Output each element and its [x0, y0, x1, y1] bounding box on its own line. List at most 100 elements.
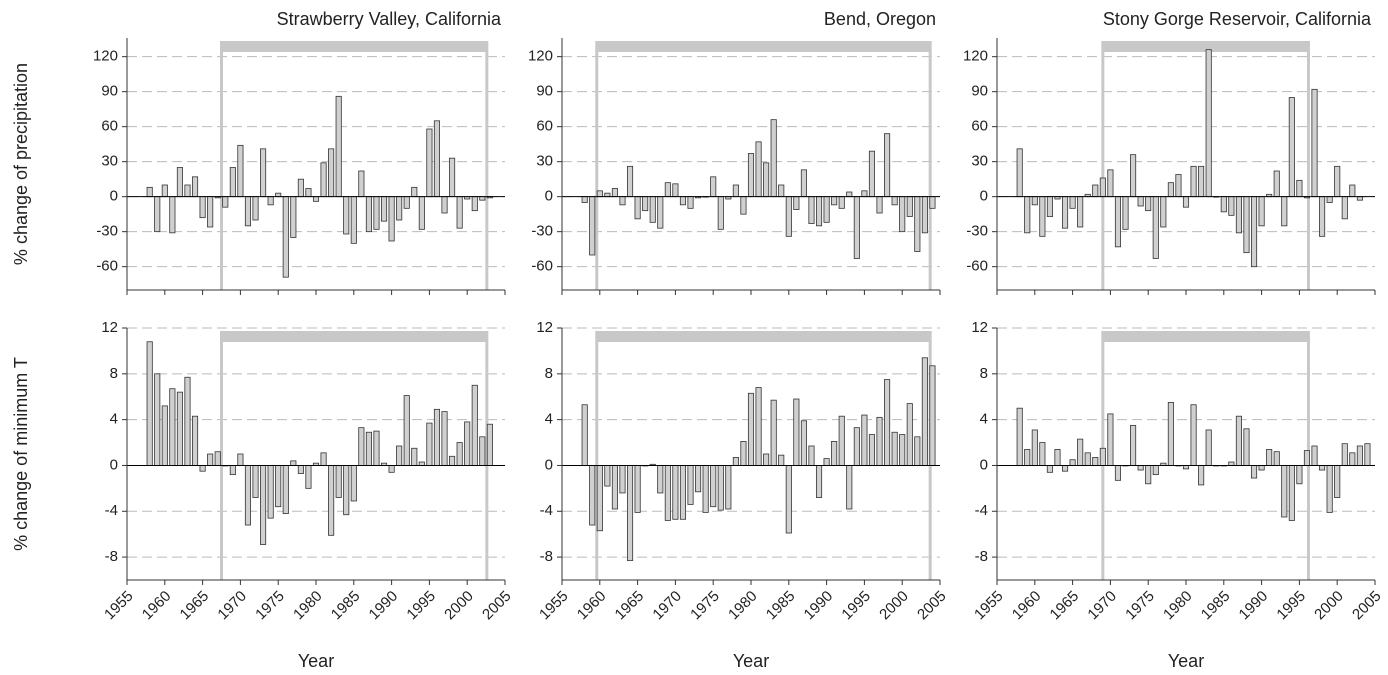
bar	[725, 465, 732, 510]
bar	[710, 465, 717, 508]
x-tick-label: 1990	[366, 588, 402, 624]
x-tick-label: 1980	[290, 588, 326, 624]
bar	[929, 365, 936, 466]
bar	[373, 196, 380, 230]
bar	[1016, 148, 1023, 198]
bar	[740, 440, 747, 466]
bar	[1235, 415, 1242, 466]
x-tick-label: 1955	[101, 588, 137, 624]
x-tick-label: 1965	[612, 588, 648, 624]
y-tick-label: -4	[540, 502, 553, 519]
y-tick-label: -8	[540, 548, 553, 565]
bar	[891, 431, 898, 466]
y-tick-label: 30	[536, 153, 553, 170]
bar	[1205, 429, 1212, 466]
bar	[755, 387, 762, 466]
x-tick-label: 2005	[479, 588, 515, 624]
bar	[740, 196, 747, 215]
bar	[1182, 196, 1190, 208]
period-band	[221, 331, 487, 342]
y-tick-label: -60	[531, 258, 553, 275]
bar	[778, 454, 785, 466]
bar	[343, 465, 350, 516]
bar	[1273, 170, 1280, 198]
bar	[456, 442, 463, 466]
bar	[426, 422, 433, 466]
bar	[1220, 196, 1227, 213]
period-band	[596, 331, 931, 342]
y-axis-label: % change of minimum T	[11, 357, 31, 551]
bar	[350, 196, 357, 244]
bar	[184, 184, 191, 198]
bar	[191, 415, 199, 466]
bar	[626, 165, 634, 198]
bar	[449, 455, 456, 466]
bar	[1198, 465, 1205, 486]
bar	[876, 196, 883, 214]
bar	[657, 465, 664, 494]
bar	[146, 341, 153, 466]
bar	[793, 398, 800, 466]
bar	[464, 421, 471, 466]
bar	[1190, 165, 1197, 198]
y-tick-label: 4	[110, 411, 118, 428]
bar	[479, 196, 486, 201]
bar	[222, 196, 229, 208]
bar	[388, 465, 395, 473]
bar	[687, 196, 694, 209]
bar	[838, 196, 845, 209]
bar	[471, 384, 478, 466]
bar	[1137, 196, 1144, 207]
bar	[815, 196, 823, 227]
bar	[1092, 457, 1099, 466]
bar	[619, 465, 626, 494]
bar	[581, 196, 588, 203]
bar	[861, 414, 868, 466]
bar	[800, 420, 807, 466]
bar	[403, 395, 410, 466]
bar	[237, 144, 244, 198]
bar	[1077, 196, 1084, 228]
y-tick-label: 120	[528, 48, 553, 65]
bar	[1167, 182, 1174, 198]
bar	[290, 196, 297, 238]
bar	[1303, 450, 1311, 466]
y-tick-label: -8	[105, 548, 118, 565]
x-tick-label: 1975	[252, 588, 288, 624]
bar	[441, 411, 448, 466]
bar	[161, 184, 168, 198]
bar	[1160, 196, 1167, 228]
bar	[1114, 465, 1122, 481]
bar	[244, 196, 252, 227]
bar	[403, 196, 410, 209]
bar	[358, 427, 365, 466]
bar	[861, 190, 868, 198]
bar	[604, 192, 611, 198]
bar	[679, 465, 687, 520]
x-tick-label: 2005	[914, 588, 950, 624]
y-tick-label: 60	[536, 118, 553, 135]
bar	[1243, 196, 1250, 254]
bar	[657, 196, 664, 229]
bar	[1039, 442, 1046, 466]
bar	[252, 465, 259, 498]
bar	[1145, 196, 1152, 212]
bar	[785, 196, 792, 237]
bar	[1258, 196, 1265, 227]
bar	[1349, 184, 1356, 198]
bar	[1031, 196, 1038, 206]
bar	[642, 196, 649, 212]
bar	[328, 148, 335, 198]
bar	[471, 196, 478, 212]
bar	[581, 404, 588, 466]
y-tick-label: -30	[96, 223, 118, 240]
bar	[672, 465, 679, 520]
bar	[1039, 196, 1046, 237]
bar	[921, 357, 928, 466]
bar	[207, 196, 214, 228]
bar	[199, 196, 206, 219]
bar	[335, 95, 342, 198]
bar	[380, 196, 388, 222]
bar	[1356, 445, 1363, 466]
